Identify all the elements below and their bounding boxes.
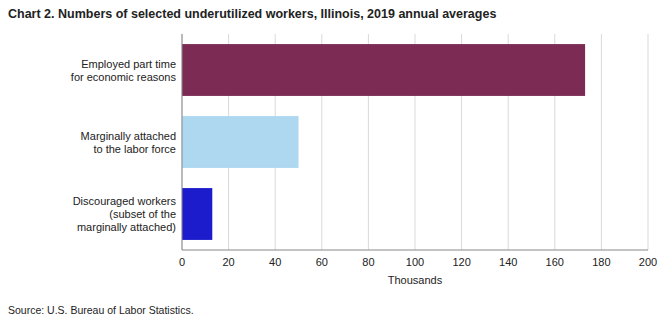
grid [182,34,648,250]
grid-line [648,34,649,250]
x-tick-label: 60 [316,256,328,268]
grid-line [601,34,602,250]
chart-container: Chart 2. Numbers of selected underutiliz… [0,0,670,322]
x-axis-line [182,250,648,251]
grid-line [182,34,183,250]
x-tick-label: 0 [179,256,185,268]
x-tick-label: 140 [499,256,517,268]
x-tick-label: 20 [222,256,234,268]
source-note: Source: U.S. Bureau of Labor Statistics. [8,304,194,316]
x-tick-label: 80 [362,256,374,268]
x-tick-label: 120 [452,256,470,268]
category-label: Marginally attachedto the labor force [81,130,176,155]
bar [182,44,585,96]
title: Chart 2. Numbers of selected underutiliz… [8,7,496,21]
bar [182,116,299,168]
x-tick-label: 180 [592,256,610,268]
x-axis-label: Thousands [388,274,443,286]
x-tick-label: 160 [546,256,564,268]
x-tick-label: 200 [639,256,657,268]
category-label: Employed part timefor economic reasons [71,58,177,83]
x-tick-label: 40 [269,256,281,268]
y-axis-line [182,34,183,250]
bar [182,188,212,240]
bars [182,44,585,240]
chart-svg: Chart 2. Numbers of selected underutiliz… [0,0,670,322]
category-label: Discouraged workers(subset of themargina… [73,195,177,233]
x-tick-label: 100 [406,256,424,268]
